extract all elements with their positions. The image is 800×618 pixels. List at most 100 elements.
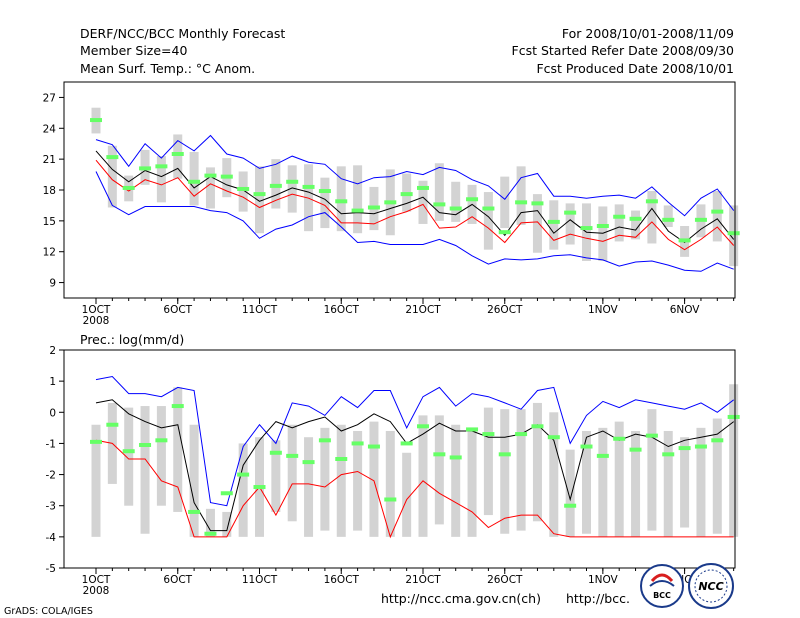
prec-spread-box [173,387,183,512]
temp-median-mark [400,192,413,197]
temp-median-mark [678,238,691,243]
temp-median-mark [580,226,593,231]
temp-median-mark [122,185,135,190]
temp-spread-box [189,151,199,206]
prec-spread-box [156,406,166,506]
temp-median-mark [531,201,544,206]
prec-median-mark [90,439,102,444]
temp-median-mark [302,184,315,189]
temp-mean-line [95,150,735,244]
prec-spread-box [222,511,232,537]
prec-median-mark [220,491,233,496]
temp-spread-box [500,176,510,229]
temp-spread-box [255,166,264,234]
prec-median-mark [286,453,299,458]
temp-spread-box [418,180,428,224]
prec-median-mark [580,444,593,449]
prec-median-mark [711,438,724,443]
prec-spread-box [320,427,330,531]
ncc-url-link[interactable]: http://ncc.cma.gov.cn(ch) [381,591,541,606]
prec-median-mark [596,453,609,458]
temp-spread-box [107,145,117,208]
prec-spread-box [336,424,346,537]
prec-median-mark [662,452,675,457]
temp-min-line [95,159,735,251]
bcc-logo-text: BCC [653,591,671,600]
prec-ytick-label: -2 [46,470,56,482]
prec-spread-box [483,407,493,516]
prec-median-mark [547,435,560,440]
temp-median-mark [335,199,348,204]
prec-median-mark [318,438,331,443]
prec-frame [63,349,736,569]
prec-median-mark [498,452,511,457]
temp-spread-box [156,156,166,203]
prec-spread-box [565,449,575,537]
temp-xtick-year: 2008 [83,315,110,327]
temp-spread-box [483,192,493,250]
temp-median-mark [253,192,266,197]
temp-spread-box [287,165,297,213]
prec-spread-box [304,437,314,537]
temp-median-mark [498,230,511,235]
temp-spread-box [729,205,739,267]
temp-ytick-label: 18 [43,185,56,197]
temp-median-mark [433,202,446,207]
temp-spread-box [451,181,461,222]
prec-xtick-label: 26OCT [487,574,523,586]
prec-median-mark [466,427,479,432]
temp-median-mark [449,206,462,211]
prec-spread-box [434,415,444,525]
prec-spread-box [647,409,657,531]
prec-ytick-label: 2 [49,345,56,357]
temp-spread-box [532,194,542,253]
temp-spread-box [238,171,248,212]
prec-median-mark [122,449,135,454]
prec-xtick-label: 11OCT [242,574,278,586]
prec-spread-box [500,409,510,534]
bcc-url-link[interactable]: http://bcc. [566,591,630,606]
temp-spread-box [320,177,330,229]
temp-spread-box [205,167,215,209]
prec-spread-box [205,508,215,537]
prec-median-mark [433,452,446,457]
temp-xtick-label: 11OCT [242,304,278,316]
temp-ytick-label: 12 [43,247,56,259]
temp-median-mark [367,205,380,210]
prec-spread-box [467,427,477,537]
precip-variable-label: Prec.: log(mm/d) [80,332,184,347]
temp-median-mark [727,231,740,236]
temp-spread-box [565,203,575,245]
temp-median-mark [694,217,707,222]
prec-spread-box [189,424,199,537]
prec-spread-box [402,452,412,537]
temp-spread-box [516,166,526,225]
temp-xtick-label: 26OCT [487,304,523,316]
prec-max-line [95,375,735,507]
prec-spread-box [451,424,461,537]
temp-upper-line [95,134,735,217]
prec-ytick-label: -3 [46,501,56,513]
temp-spread-box [336,166,346,232]
temp-ytick-label: 24 [43,123,57,135]
prec-spread-box [582,430,591,534]
temperature-variable-label: Mean Surf. Temp.: °C Anom. [80,61,255,76]
temp-median-mark [629,216,642,221]
refer-date-label: Fcst Started Refer Date 2008/09/30 [512,43,735,58]
temp-median-mark [564,210,577,215]
prec-xtick-label: 1NOV [588,574,619,586]
temp-xtick-label: 1OCT [82,304,111,316]
prec-spread-box [549,412,559,537]
prec-median-mark [694,444,707,449]
prec-xtick-label: 6OCT [163,574,192,586]
prec-spread-box [729,384,739,537]
prec-median-mark [629,447,642,452]
ncc-logo-text: NCC [698,580,723,593]
prec-ytick-label: 1 [49,376,56,388]
prec-spread-box [353,430,363,531]
figure-title: DERF/NCC/BCC Monthly Forecast [80,26,285,41]
prec-median-mark [204,531,217,536]
prec-median-mark [253,485,266,490]
temp-median-mark [645,199,658,204]
